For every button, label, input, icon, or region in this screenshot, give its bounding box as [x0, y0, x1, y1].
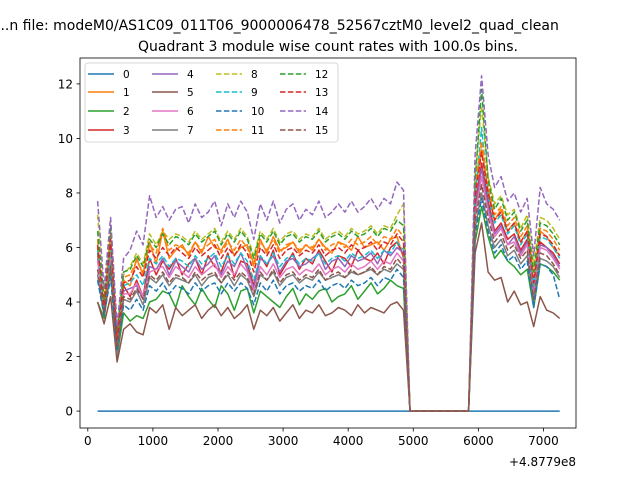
legend-label-1: 1 [123, 87, 130, 99]
series-line-2: 2 [96, 205, 561, 412]
series-line-8: 8 [96, 104, 561, 412]
series-line-4: 4 [96, 167, 561, 412]
legend-label-6: 6 [187, 106, 194, 118]
legend-label-14: 14 [315, 106, 329, 118]
x-axis-ticks: 0 1000 2000 3000 4000 5000 6000 7000 [84, 428, 559, 448]
legend-label-7: 7 [187, 125, 194, 137]
series-line-12: 12 [96, 88, 561, 412]
x-axis-offset: +4.8779e8 [509, 455, 576, 469]
figure-suptitle: ...n file: modeM0/AS1C09_011T06_90000064… [0, 18, 559, 34]
legend-label-13: 13 [315, 87, 328, 99]
series-line-10: 10 [96, 197, 561, 412]
legend-label-0: 0 [123, 69, 130, 81]
legend-label-2: 2 [123, 106, 130, 118]
y-tick-label: 4 [65, 296, 73, 310]
chart-title: Quadrant 3 module wise count rates with … [138, 39, 518, 55]
legend-label-8: 8 [251, 69, 258, 81]
series-line-11: 11 [96, 140, 561, 412]
x-tick-label: 1000 [138, 434, 169, 448]
legend-frame [84, 62, 339, 143]
x-tick-label: 7000 [528, 434, 559, 448]
x-tick-label: 0 [84, 434, 92, 448]
y-tick-label: 2 [65, 350, 73, 364]
legend-label-10: 10 [251, 106, 264, 118]
y-axis-ticks: 0 2 4 6 8 10 12 [58, 77, 80, 419]
legend-label-3: 3 [123, 125, 130, 137]
x-tick-label: 5000 [398, 434, 429, 448]
legend-label-9: 9 [251, 87, 258, 99]
legend-label-12: 12 [315, 69, 328, 81]
legend-label-15: 15 [315, 125, 328, 137]
legend-label-11: 11 [251, 125, 264, 137]
series-line-13: 13 [96, 151, 561, 412]
y-tick-label: 0 [65, 405, 73, 419]
series-line-6: 6 [96, 175, 561, 412]
series-line-9: 9 [96, 126, 561, 412]
y-tick-label: 8 [65, 186, 73, 200]
axes-frame [79, 57, 577, 429]
x-tick-label: 2000 [203, 434, 234, 448]
series-line-15: 15 [96, 184, 561, 412]
x-tick-label: 4000 [333, 434, 364, 448]
series-line-5: 5 [96, 222, 561, 412]
legend-label-4: 4 [187, 69, 194, 81]
legend-label-5: 5 [187, 87, 194, 99]
x-tick-label: 6000 [463, 434, 494, 448]
series-line-7: 7 [96, 192, 561, 412]
y-tick-label: 12 [58, 77, 73, 91]
y-tick-label: 6 [65, 241, 73, 255]
y-tick-label: 10 [58, 132, 73, 146]
x-tick-label: 3000 [268, 434, 299, 448]
series-line-14: 14 [96, 74, 561, 412]
